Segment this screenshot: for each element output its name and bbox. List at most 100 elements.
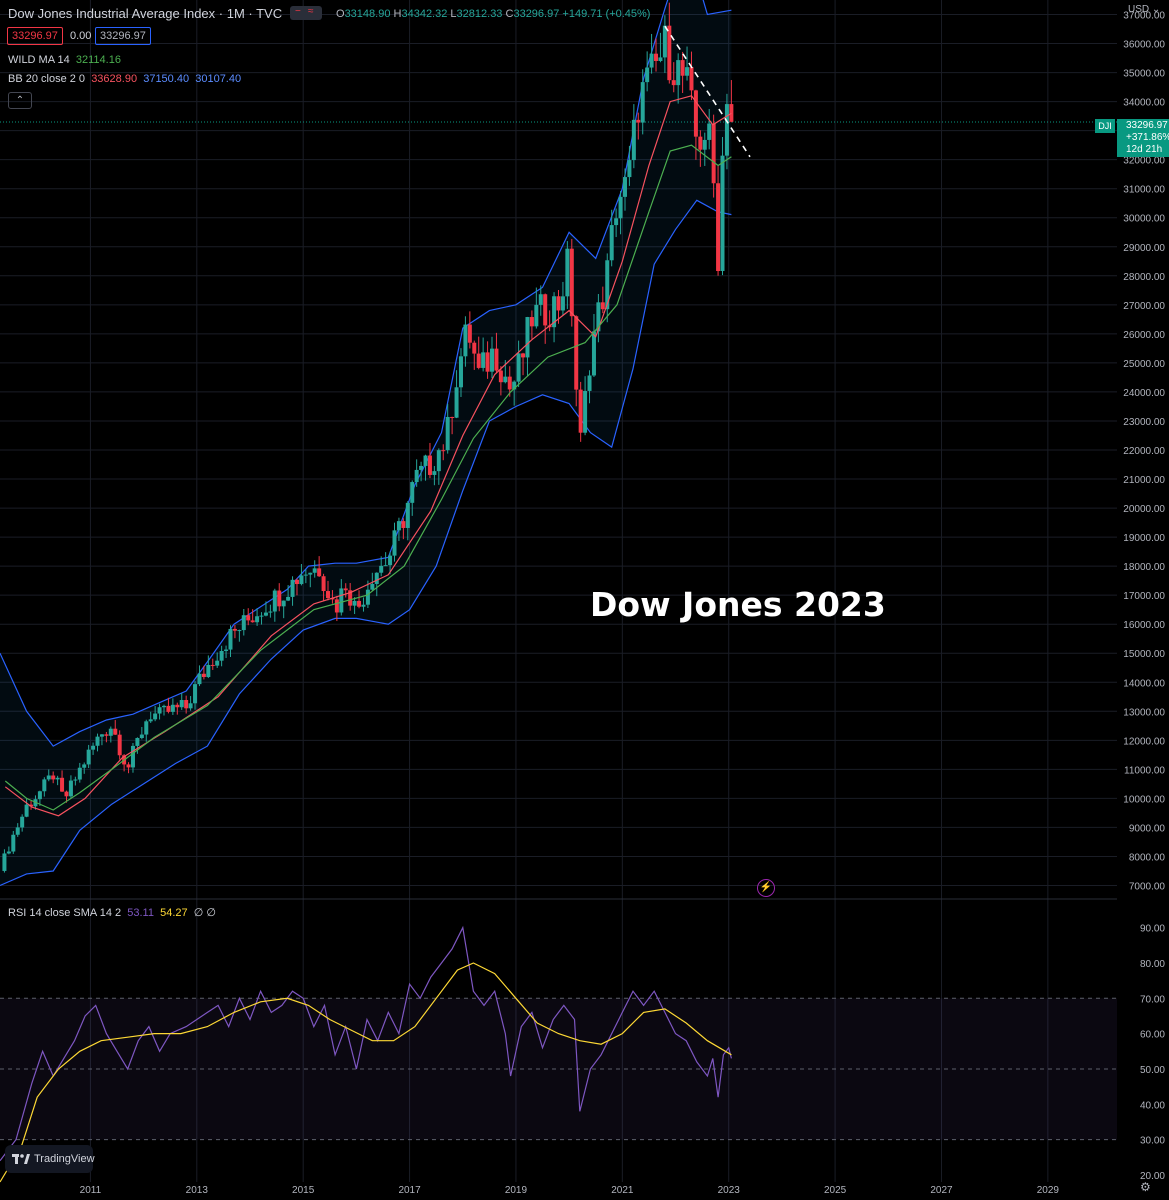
- gear-icon[interactable]: ⚙: [1140, 1180, 1151, 1194]
- candle: [583, 376, 588, 436]
- candle: [179, 693, 184, 710]
- candle: [46, 769, 51, 782]
- candle-body: [64, 791, 69, 797]
- candle: [702, 132, 707, 166]
- candle-body: [720, 155, 725, 272]
- candle: [654, 38, 659, 72]
- candle-body: [667, 25, 672, 81]
- candle-body: [73, 779, 78, 781]
- candle: [321, 573, 326, 602]
- price-tick-label: 34000.00: [1123, 98, 1165, 109]
- candle-body: [516, 353, 521, 382]
- candle: [334, 595, 339, 622]
- candle-body: [680, 60, 685, 76]
- candle: [689, 51, 694, 101]
- candle: [472, 340, 477, 370]
- price-tick-label: 21000.00: [1123, 475, 1165, 486]
- candle: [326, 580, 331, 601]
- candle: [383, 552, 388, 567]
- candle: [6, 846, 11, 855]
- candle: [60, 770, 65, 792]
- candle: [729, 80, 734, 123]
- candle-body: [383, 565, 388, 567]
- wave-icon[interactable]: ≈: [308, 6, 314, 17]
- tradingview-logo[interactable]: TradingView: [5, 1145, 95, 1173]
- candle-body: [538, 294, 543, 305]
- header-controls[interactable]: − ≈: [290, 6, 322, 20]
- candle-body: [6, 851, 11, 854]
- candle-body: [148, 719, 153, 722]
- candle: [343, 583, 348, 598]
- candle-body: [281, 600, 286, 607]
- candle-body: [427, 455, 432, 475]
- candle: [250, 609, 255, 623]
- chart-annotation[interactable]: Dow Jones 2023: [590, 585, 886, 624]
- candle: [640, 69, 645, 135]
- candle-body: [600, 302, 605, 310]
- price-tick-label: 15000.00: [1123, 649, 1165, 660]
- rsi-tick-label: 60.00: [1140, 1030, 1165, 1041]
- price-tick-label: 10000.00: [1123, 794, 1165, 805]
- candle: [636, 112, 641, 140]
- candle: [631, 104, 636, 169]
- candle: [286, 585, 291, 602]
- candle-body: [622, 177, 627, 197]
- time-tick-label: 2015: [292, 1185, 315, 1196]
- buy-price-box[interactable]: 33296.97: [95, 27, 151, 45]
- candle-body: [99, 734, 104, 737]
- candle: [166, 697, 171, 714]
- candle-body: [113, 728, 118, 735]
- candle-body: [419, 465, 424, 470]
- symbol-title[interactable]: Dow Jones Industrial Average Index · 1M …: [8, 6, 283, 21]
- candle-body: [259, 615, 264, 617]
- lightning-icon[interactable]: ⚡: [757, 879, 775, 897]
- candle-body: [326, 591, 331, 599]
- price-tick-label: 32000.00: [1123, 156, 1165, 167]
- candle-body: [86, 749, 91, 765]
- price-tick-label: 12000.00: [1123, 736, 1165, 747]
- sell-price-box[interactable]: 33296.97: [7, 27, 63, 45]
- price-tick-label: 22000.00: [1123, 446, 1165, 457]
- price-tick-label: 27000.00: [1123, 301, 1165, 312]
- candle-body: [467, 324, 472, 343]
- candle-body: [640, 82, 645, 123]
- rsi-tick-label: 80.00: [1140, 959, 1165, 970]
- candle: [374, 572, 379, 597]
- candle: [419, 461, 424, 482]
- candle-body: [166, 705, 171, 712]
- candle: [312, 560, 317, 578]
- candle: [339, 579, 344, 616]
- candle: [578, 381, 583, 442]
- candle-body: [237, 630, 242, 632]
- minus-icon[interactable]: −: [295, 6, 301, 17]
- candle: [543, 293, 548, 344]
- candle: [272, 588, 277, 622]
- price-tick-label: 18000.00: [1123, 562, 1165, 573]
- rsi-legend[interactable]: RSI 14 close SMA 14 2 53.11 54.27 ∅ ∅: [8, 907, 216, 919]
- price-tick-label: 20000.00: [1123, 504, 1165, 515]
- candle: [698, 130, 703, 167]
- candle-body: [215, 660, 220, 666]
- candle-body: [290, 579, 295, 597]
- currency-selector[interactable]: USD ⌄: [1128, 4, 1161, 15]
- candle: [73, 776, 78, 786]
- chevron-down-icon: ⌄: [1151, 4, 1161, 15]
- candle-body: [711, 123, 716, 184]
- price-tick-label: 24000.00: [1123, 388, 1165, 399]
- collapse-legend-button[interactable]: ⌃: [8, 92, 32, 109]
- candle-body: [135, 738, 140, 746]
- time-tick-label: 2021: [611, 1185, 634, 1196]
- candle-body: [175, 704, 180, 708]
- candle-body: [432, 471, 437, 475]
- wild-ma-legend[interactable]: WILD MA 14 32114.16: [8, 54, 121, 66]
- candle-body: [11, 834, 16, 852]
- candle-body: [91, 745, 96, 750]
- candle: [11, 830, 16, 854]
- candle-body: [649, 53, 654, 68]
- candle: [569, 238, 574, 327]
- bb-legend[interactable]: BB 20 close 2 0 33628.90 37150.40 30107.…: [8, 73, 242, 85]
- candle: [224, 645, 229, 658]
- candle-body: [560, 296, 565, 311]
